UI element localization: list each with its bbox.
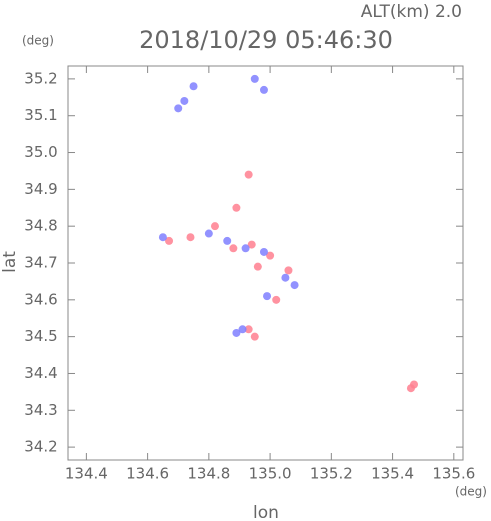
y-tick-label: 34.7 (24, 254, 57, 272)
echo-point (180, 96, 189, 105)
echo-point (263, 292, 272, 301)
y-tick-label: 34.8 (24, 217, 57, 235)
echo-point (253, 262, 262, 271)
echo-point (244, 325, 253, 334)
y-tick-label: 34.6 (24, 290, 57, 308)
y-tick-label: 34.4 (24, 364, 57, 382)
echo-point (250, 332, 259, 341)
y-tick-label: 34.2 (24, 438, 57, 456)
echo-point (284, 266, 293, 275)
x-unit: (deg) (455, 485, 487, 499)
y-tick-label: 34.5 (24, 327, 57, 345)
chart-title: 2018/10/29 05:46:30 (139, 26, 393, 54)
y-tick-label: 34.9 (24, 180, 57, 198)
plot-frame (67, 65, 464, 461)
x-tick-label: 134.6 (126, 465, 169, 483)
echo-point (223, 236, 232, 245)
x-tick-label: 135.0 (249, 465, 292, 483)
y-tick-label: 34.3 (24, 401, 57, 419)
echo-point (272, 295, 281, 304)
echo-point (174, 104, 183, 113)
x-axis-label: lon (253, 503, 279, 521)
x-tick-label: 135.6 (432, 465, 475, 483)
echo-point (259, 247, 268, 256)
x-tick-label: 135.2 (310, 465, 353, 483)
echo-point (259, 85, 268, 94)
chart-subtitle: ALT(km) 2.0 (361, 2, 462, 22)
y-tick-label: 35.2 (24, 69, 57, 87)
echo-point (247, 240, 256, 249)
echo-point (290, 281, 299, 290)
echo-point (241, 244, 250, 253)
y-unit: (deg) (22, 34, 54, 48)
y-tick-label: 35.1 (24, 106, 57, 124)
echo-point (406, 384, 415, 393)
echo-point (189, 82, 198, 91)
echo-point (250, 74, 259, 83)
echo-point (204, 229, 213, 238)
echo-point (186, 233, 195, 242)
echo-point (281, 273, 290, 282)
echo-point (229, 244, 238, 253)
echo-point (210, 222, 219, 231)
echo-point (232, 203, 241, 212)
echo-point (232, 328, 241, 337)
y-axis-label: lat (0, 251, 20, 273)
echo-point (266, 251, 275, 260)
echo-point (238, 325, 247, 334)
echo-point (158, 233, 167, 242)
echo-point (165, 236, 174, 245)
x-tick-label: 134.4 (65, 465, 108, 483)
x-tick-label: 134.8 (187, 465, 230, 483)
echo-point (244, 170, 253, 179)
x-tick-label: 135.4 (371, 465, 414, 483)
y-tick-label: 35.0 (24, 143, 57, 161)
